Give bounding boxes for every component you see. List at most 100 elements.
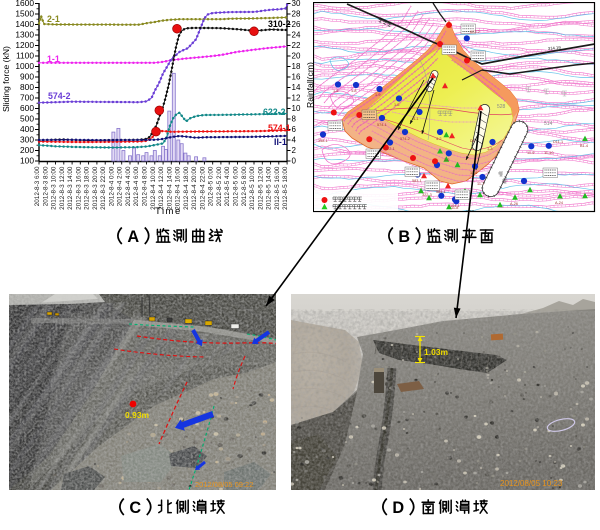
svg-text:2012-8-3 14:00: 2012-8-3 14:00	[67, 166, 74, 210]
svg-text:1-2: 1-2	[444, 158, 450, 162]
svg-text:622-2: 622-2	[263, 107, 286, 117]
svg-text:D1: D1	[470, 139, 475, 143]
svg-text:1000: 1000	[15, 61, 34, 71]
svg-text:528: 528	[497, 104, 506, 110]
svg-text:2012-8-3 18:00: 2012-8-3 18:00	[84, 166, 91, 210]
svg-text:2012-8-5 14:00: 2012-8-5 14:00	[266, 166, 273, 210]
svg-text:2012-8-4 20:00: 2012-8-4 20:00	[191, 166, 198, 210]
svg-text:6: 6	[292, 125, 297, 134]
svg-text:Sliding force (kN): Sliding force (kN)	[1, 46, 11, 112]
svg-text:2012-8-5 16:00: 2012-8-5 16:00	[274, 166, 281, 210]
svg-text:B: B	[398, 228, 410, 246]
svg-text:1.03m: 1.03m	[424, 347, 449, 357]
svg-text:26: 26	[292, 20, 301, 29]
svg-text:1-5: 1-5	[394, 103, 400, 107]
svg-text:16: 16	[292, 73, 301, 82]
svg-text:A-26: A-26	[510, 202, 518, 206]
svg-text:2012-8-4 10:00: 2012-8-4 10:00	[150, 166, 157, 210]
svg-text:II-1: II-1	[274, 137, 287, 147]
svg-text:622-2: 622-2	[470, 30, 480, 34]
svg-text:11-7: 11-7	[477, 182, 484, 186]
svg-text:2012-8-3 10:00: 2012-8-3 10:00	[51, 166, 58, 210]
svg-text:1-8: 1-8	[351, 89, 357, 93]
svg-text:2012-8-4 4:00: 2012-8-4 4:00	[125, 166, 132, 206]
svg-text:800: 800	[20, 82, 34, 92]
svg-text:Time: Time	[155, 206, 182, 217]
svg-text:12: 12	[292, 94, 301, 103]
svg-text:2012/08/05 09:22: 2012/08/05 09:22	[195, 480, 253, 489]
svg-text:500: 500	[20, 114, 34, 124]
svg-text:4: 4	[292, 136, 297, 145]
svg-text:2012-8-5 2:00: 2012-8-5 2:00	[216, 166, 223, 206]
svg-text:100: 100	[20, 156, 34, 166]
svg-text:900: 900	[20, 72, 34, 82]
svg-text:574-2: 574-2	[400, 137, 410, 141]
svg-text:310-2: 310-2	[268, 19, 291, 29]
svg-text:11-9: 11-9	[527, 151, 534, 155]
svg-text:700: 700	[20, 93, 34, 103]
svg-text:2012-8-4 16:00: 2012-8-4 16:00	[175, 166, 182, 210]
svg-text:22: 22	[292, 41, 301, 50]
svg-text:104-1: 104-1	[450, 204, 460, 208]
svg-text:2012-8-5 4:00: 2012-8-5 4:00	[224, 166, 231, 206]
svg-text:0: 0	[292, 157, 297, 166]
svg-text:2012-8-4 0:00: 2012-8-4 0:00	[108, 166, 115, 206]
svg-text:314.19: 314.19	[548, 45, 562, 51]
svg-text:2012-8-3 22:00: 2012-8-3 22:00	[100, 166, 107, 210]
svg-text:2012-8-3 8:00: 2012-8-3 8:00	[42, 166, 49, 206]
svg-text:583-1: 583-1	[412, 179, 422, 183]
svg-text:14: 14	[292, 83, 301, 92]
svg-text:2012-8-3 12:00: 2012-8-3 12:00	[59, 166, 66, 210]
svg-text:1500: 1500	[15, 9, 34, 19]
svg-text:2012-8-5 12:00: 2012-8-5 12:00	[257, 166, 264, 210]
svg-text:8: 8	[292, 115, 297, 124]
svg-text:2012-8-4 8:00: 2012-8-4 8:00	[142, 166, 149, 206]
svg-text:2012-8-5 8:00: 2012-8-5 8:00	[241, 166, 248, 206]
svg-text:2012-8-5 0:00: 2012-8-5 0:00	[208, 166, 215, 206]
svg-text:200: 200	[20, 145, 34, 155]
svg-text:18: 18	[292, 62, 301, 71]
svg-text:11-10: 11-10	[544, 151, 553, 155]
svg-text:2012-8-4 12:00: 2012-8-4 12:00	[158, 166, 165, 210]
svg-text:574-2: 574-2	[48, 91, 71, 101]
svg-text:28: 28	[292, 10, 301, 19]
svg-text:1-9: 1-9	[375, 93, 381, 97]
svg-text:A-24: A-24	[555, 201, 563, 205]
svg-text:2012-8-4 2:00: 2012-8-4 2:00	[117, 166, 124, 206]
svg-text:11-8: 11-8	[451, 206, 458, 210]
svg-text:B1-4: B1-4	[580, 144, 588, 148]
svg-text:322-3: 322-3	[422, 193, 432, 197]
svg-text:1600: 1600	[15, 0, 34, 8]
svg-text:D11-1: D11-1	[553, 140, 563, 144]
svg-text:1100: 1100	[16, 51, 34, 61]
svg-text:2012-8-5 18:00: 2012-8-5 18:00	[282, 166, 289, 210]
svg-text:10: 10	[292, 104, 301, 113]
svg-text:2012-8-4 14:00: 2012-8-4 14:00	[166, 166, 173, 210]
svg-text:514: 514	[544, 121, 553, 127]
svg-text:574-1: 574-1	[268, 123, 291, 133]
svg-text:24: 24	[292, 31, 301, 40]
svg-text:30: 30	[292, 0, 301, 8]
svg-text:11-6: 11-6	[470, 171, 477, 175]
svg-text:1-3: 1-3	[487, 147, 493, 151]
svg-text:0.93m: 0.93m	[125, 410, 150, 420]
svg-text:2012-8-5 6:00: 2012-8-5 6:00	[233, 166, 240, 206]
svg-text:1300: 1300	[15, 30, 34, 40]
svg-text:4-2: 4-2	[436, 137, 442, 141]
svg-text:622-1: 622-1	[385, 147, 395, 151]
svg-text:2012-8-4 18:00: 2012-8-4 18:00	[183, 166, 190, 210]
svg-text:2012-8-3 20:00: 2012-8-3 20:00	[92, 166, 99, 210]
svg-text:2012-8-3 16:00: 2012-8-3 16:00	[75, 166, 82, 210]
svg-text:358-1: 358-1	[318, 139, 328, 143]
svg-text:2-1: 2-1	[47, 14, 60, 24]
svg-text:2012-8-4 22:00: 2012-8-4 22:00	[199, 166, 206, 210]
svg-text:2012/08/05 10:23: 2012/08/05 10:23	[500, 479, 563, 488]
svg-text:2012-8-3 6:00: 2012-8-3 6:00	[34, 166, 41, 206]
svg-text:1-1: 1-1	[47, 54, 60, 64]
svg-text:4-1: 4-1	[413, 117, 419, 121]
svg-text:2: 2	[292, 146, 297, 155]
svg-text:2012-8-5 10:00: 2012-8-5 10:00	[249, 166, 256, 210]
svg-text:D: D	[392, 499, 404, 517]
svg-text:574-1: 574-1	[377, 123, 387, 127]
svg-text:584-1: 584-1	[436, 190, 446, 194]
